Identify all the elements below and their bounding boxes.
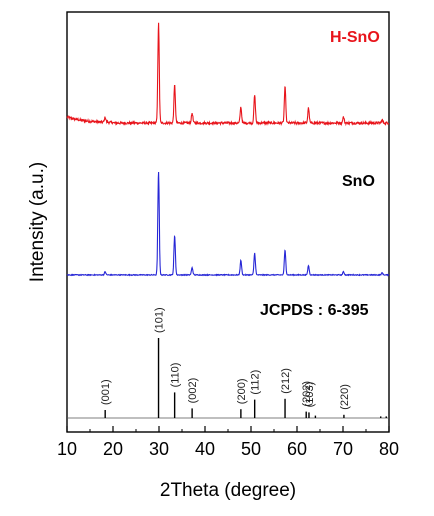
hkl-label: (202) — [301, 381, 313, 407]
x-tick-label: 10 — [57, 439, 77, 459]
hkl-label: (212) — [280, 368, 292, 394]
y-axis-title: Intensity (a.u.) — [27, 162, 48, 282]
hkl-label: (110) — [170, 363, 182, 388]
hkl-label: (200) — [236, 379, 248, 405]
reference-sticks: (001) (101) (110) (002) (200) (112) (212) (202)… — [67, 307, 389, 419]
series-line-0 — [66, 22, 389, 127]
x-tick-label: 50 — [241, 439, 261, 459]
x-tick-label: 30 — [149, 439, 169, 459]
hkl-label: (112) — [250, 370, 262, 395]
hkl-label: (002) — [187, 378, 199, 404]
hkl-label: (103) — [304, 382, 316, 408]
x-axis-title: 2Theta (degree) — [160, 480, 296, 501]
series-line-1 — [66, 171, 390, 277]
hkl-label: (220) — [339, 384, 351, 410]
x-tick-label: 40 — [195, 439, 215, 459]
series-label-sno: SnO — [342, 173, 375, 190]
x-tick-label: 70 — [333, 439, 353, 459]
x-tick-label: 80 — [379, 439, 399, 459]
x-tick-label: 60 — [287, 439, 307, 459]
series-layer — [66, 22, 390, 277]
series-label-h-sno: H-SnO — [330, 29, 380, 46]
x-tick-label: 20 — [103, 439, 123, 459]
hkl-label: (101) — [154, 307, 166, 333]
plot-frame — [66, 11, 390, 433]
hkl-label: (001) — [100, 379, 112, 405]
series-label-jcpds: JCPDS : 6-395 — [260, 302, 369, 319]
x-axis: 10 20 30 40 50 60 70 80 — [57, 426, 399, 459]
